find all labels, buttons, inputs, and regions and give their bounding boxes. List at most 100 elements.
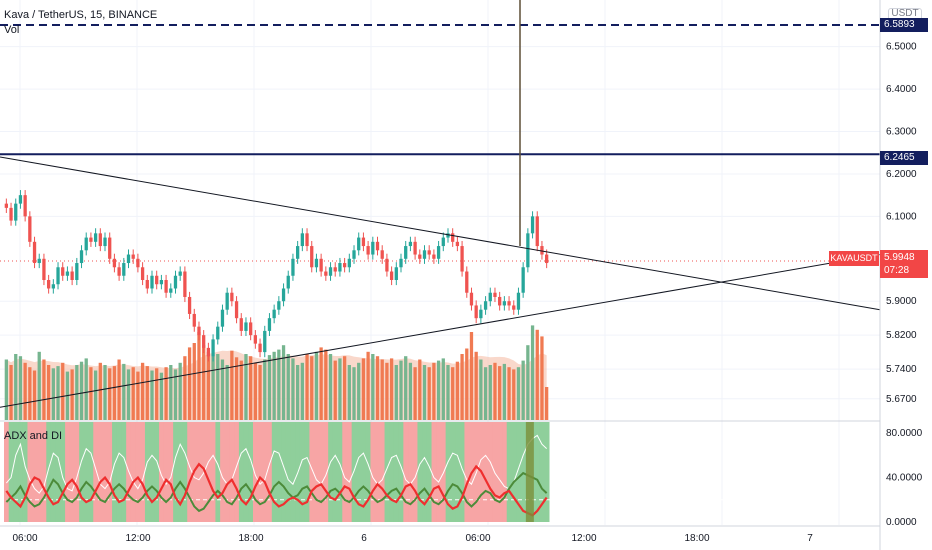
adx-background — [497, 422, 503, 522]
adx-background — [417, 422, 423, 522]
price-tick-label: 5.8200 — [886, 330, 917, 341]
volume-bar — [169, 365, 173, 420]
time-tick-label: 12:00 — [571, 533, 596, 544]
adx-background — [290, 422, 296, 522]
candle-body — [4, 203, 8, 208]
volume-bar — [159, 372, 164, 420]
candle-body — [432, 254, 436, 259]
horizontal-levels[interactable] — [0, 0, 880, 262]
adx-background — [337, 422, 343, 522]
adx-background — [182, 422, 188, 522]
candle-body — [469, 292, 474, 306]
adx-background — [323, 422, 329, 522]
candle-body — [342, 263, 347, 268]
price-tick-label: 6.3000 — [886, 127, 917, 138]
candle-body — [272, 309, 276, 319]
candle-body — [526, 233, 530, 268]
volume-bar — [394, 365, 398, 420]
adx-background — [27, 422, 33, 522]
volume-bar — [516, 367, 521, 420]
adx-background — [375, 422, 381, 522]
candle-body — [46, 280, 51, 289]
adx-background — [50, 422, 57, 522]
level-price-tag[interactable]: 6.2465 — [880, 151, 928, 165]
candle-body — [328, 267, 333, 276]
candle-body — [159, 280, 164, 285]
candle-body — [169, 288, 173, 293]
candle-body — [347, 258, 351, 268]
volume-bar — [272, 351, 276, 420]
volume-bar — [18, 356, 23, 420]
adx-background — [41, 422, 47, 522]
candle-body — [51, 284, 55, 289]
candle-body — [333, 267, 337, 272]
candle-body — [84, 237, 88, 251]
adx-background — [412, 422, 418, 522]
adx-background — [238, 422, 245, 522]
adx-background — [65, 422, 71, 522]
candle-body — [187, 296, 192, 314]
adx-background — [393, 422, 400, 522]
volume-bar — [230, 350, 234, 420]
volume-bar — [530, 325, 535, 420]
adx-background — [520, 422, 527, 522]
adx-background — [88, 422, 94, 522]
adx-background — [144, 422, 151, 522]
volume-bar — [155, 368, 159, 420]
volume-bar — [37, 351, 41, 420]
volume-legend: Vol — [4, 24, 20, 36]
candlesticks[interactable] — [4, 190, 549, 362]
trend-lines[interactable] — [0, 156, 881, 408]
adx-background — [408, 422, 414, 522]
bar-countdown: 07:28 — [884, 265, 910, 276]
adx-background — [173, 422, 179, 522]
volume-bar — [79, 361, 84, 420]
top-level-price-tag[interactable]: 6.5893 — [880, 18, 928, 32]
adx-background — [285, 422, 292, 522]
adx-background — [196, 422, 202, 522]
volume-bar — [333, 360, 337, 420]
trend-line — [0, 156, 881, 311]
adx-background — [102, 422, 108, 522]
symbol-price-label: KAVAUSDT — [829, 251, 879, 266]
candle-body — [465, 271, 469, 293]
adx-background — [163, 422, 169, 522]
candle-body — [295, 246, 300, 259]
volume-bar — [136, 371, 140, 420]
adx-background — [253, 422, 259, 522]
time-axis[interactable]: 06:00 12:00 18:00 6 06:00 12:00 18:00 7 — [0, 525, 880, 544]
adx-background — [483, 422, 489, 522]
volume-bar — [140, 362, 145, 420]
adx-background — [215, 422, 221, 522]
candle-body — [225, 292, 229, 310]
adx-background — [74, 422, 80, 522]
adx-background — [36, 422, 43, 522]
candle-body — [502, 301, 507, 306]
volume-bar — [117, 359, 121, 420]
adx-background — [220, 422, 226, 522]
adx-background — [46, 422, 52, 522]
adx-background — [93, 422, 99, 522]
candle-body — [178, 271, 182, 276]
adx-background — [309, 422, 315, 522]
candle-body — [126, 254, 131, 264]
volume-bar — [173, 369, 178, 420]
candle-body — [32, 241, 37, 264]
volume-bar — [300, 362, 304, 420]
candle-body — [263, 330, 267, 353]
adx-background — [516, 422, 522, 522]
candle-body — [230, 292, 234, 302]
candle-body — [108, 237, 112, 259]
adx-line — [5, 434, 547, 494]
candle-body — [164, 280, 168, 293]
volume-bar — [249, 356, 253, 420]
volume-bar — [51, 368, 55, 420]
candle-body — [408, 241, 413, 247]
volume-bar — [479, 359, 483, 420]
adx-background — [422, 422, 428, 522]
adx-background — [234, 422, 240, 522]
candle-body — [93, 233, 98, 242]
volume-bar — [357, 362, 361, 420]
candle-body — [56, 267, 60, 285]
